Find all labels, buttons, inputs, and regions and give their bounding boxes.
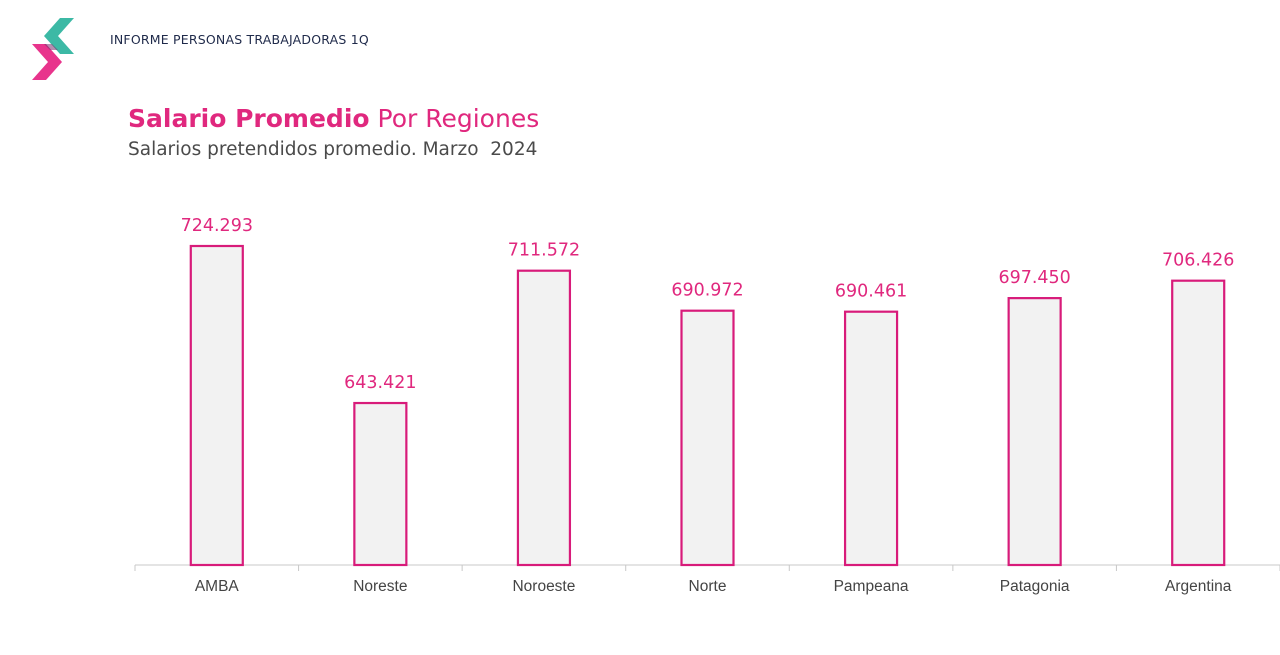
value-label: 697.450 <box>998 268 1070 288</box>
value-label: 724.293 <box>181 216 253 236</box>
chart-title-rest: Por Regiones <box>369 104 540 133</box>
chart-title: Salario Promedio Por Regiones <box>128 104 539 133</box>
value-label: 690.972 <box>671 281 743 301</box>
x-tick-label: Argentina <box>1165 578 1232 595</box>
bar-argentina <box>1171 279 1226 567</box>
brand-logo-icon <box>32 18 74 80</box>
bar-noreste <box>353 401 408 567</box>
logo-teal-chevron <box>44 18 74 54</box>
logo-pink-chevron <box>32 44 62 80</box>
chart-subtitle: Salarios pretendidos promedio. Marzo 202… <box>128 139 538 160</box>
x-tick-label: Noreste <box>353 578 407 595</box>
x-tick-label: Norte <box>689 578 727 595</box>
bar-noroeste <box>516 269 572 567</box>
report-title: INFORME PERSONAS TRABAJADORAS 1Q <box>110 32 369 47</box>
bar-norte <box>680 309 735 567</box>
x-tick-label: Pampeana <box>834 578 909 595</box>
value-label: 706.426 <box>1162 251 1234 271</box>
x-tick-label: AMBA <box>195 578 240 595</box>
logo-overlap <box>44 44 58 50</box>
bar-pampeana <box>843 310 899 567</box>
value-label: 690.461 <box>835 282 907 302</box>
value-label: 711.572 <box>508 241 580 261</box>
chart-title-bold: Salario Promedio <box>128 104 370 133</box>
x-tick-label: Patagonia <box>1000 578 1070 595</box>
value-label: 643.421 <box>344 373 416 393</box>
bar-amba <box>189 244 244 567</box>
x-tick-label: Noroeste <box>512 578 575 595</box>
bar-patagonia <box>1007 297 1062 567</box>
